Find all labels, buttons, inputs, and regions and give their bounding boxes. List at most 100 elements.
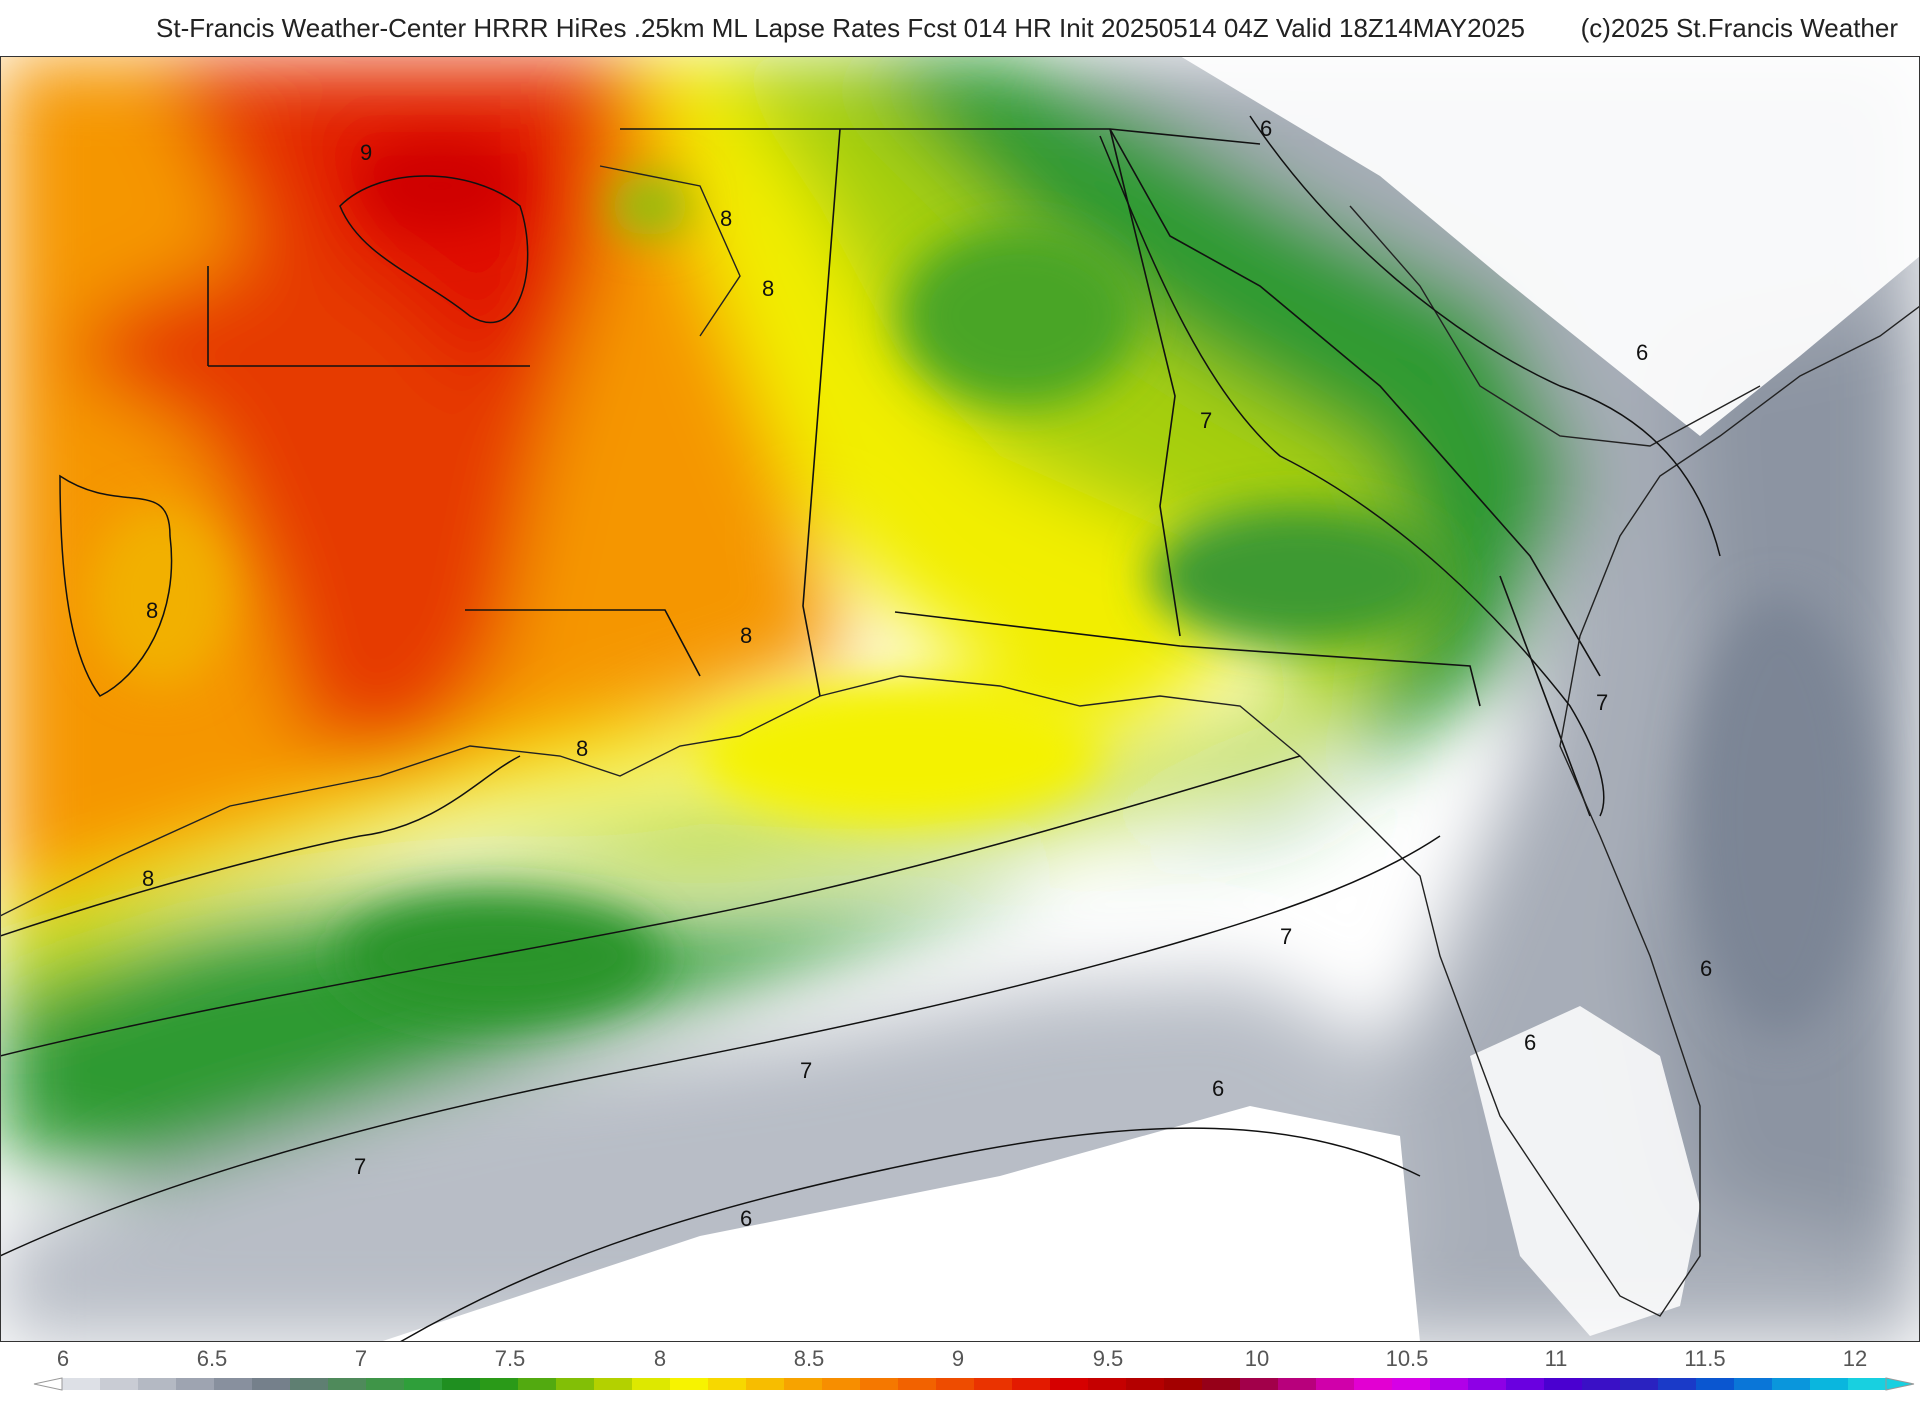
colorbar-swatch xyxy=(518,1378,557,1390)
carolina-region xyxy=(1180,56,1920,436)
colorbar-swatch xyxy=(1354,1378,1393,1390)
colorbar-swatch xyxy=(138,1378,177,1390)
contour-label: 7 xyxy=(1280,924,1292,949)
colorbar-swatch xyxy=(1012,1378,1051,1390)
colorbar-swatch xyxy=(1430,1378,1469,1390)
colorbar-swatch xyxy=(1658,1378,1697,1390)
colorbar-swatch xyxy=(1506,1378,1545,1390)
weather-map: 9 8 8 8 8 8 8 8 7 7 7 7 7 6 6 6 6 6 6 xyxy=(0,56,1920,1343)
map-title: St-Francis Weather-Center HRRR HiRes .25… xyxy=(156,12,1525,43)
contour-label: 7 xyxy=(1200,408,1212,433)
colorbar-swatch xyxy=(974,1378,1013,1390)
contour-7-gulf-upper xyxy=(0,755,1301,1057)
colorbar-swatch xyxy=(898,1378,937,1390)
colorbar-swatch xyxy=(784,1378,823,1390)
colorbar-swatch xyxy=(1278,1378,1317,1390)
colorbar-tick: 9.5 xyxy=(1092,1346,1124,1371)
contour-label-group: 9 8 8 8 8 8 8 8 7 7 7 7 7 6 6 6 6 6 6 xyxy=(142,116,1712,1231)
contour-label: 8 xyxy=(762,276,774,301)
colorbar-tick: 11.5 xyxy=(1684,1346,1726,1371)
colorbar-swatch xyxy=(860,1378,899,1390)
colorbar-tick: 7.5 xyxy=(494,1346,526,1371)
ms-al-border xyxy=(802,128,841,697)
colorbar-swatch xyxy=(1544,1378,1583,1390)
colorbar-tick: 11 xyxy=(1544,1346,1568,1371)
colorbar-swatch xyxy=(404,1378,443,1390)
colorbar xyxy=(0,1342,1920,1400)
gulf-white-region xyxy=(380,1106,1420,1342)
carolina-rivers xyxy=(1349,205,1761,447)
colorbar-swatch xyxy=(594,1378,633,1390)
colorbar-swatch xyxy=(1088,1378,1127,1390)
colorbar-swatch xyxy=(822,1378,861,1390)
colorbar-swatches xyxy=(62,1378,1887,1390)
contour-label: 8 xyxy=(576,736,588,761)
contour-7-gulf xyxy=(0,835,1441,1257)
colorbar-swatch xyxy=(214,1378,253,1390)
colorbar-swatch xyxy=(746,1378,785,1390)
colorbar-swatch xyxy=(1468,1378,1507,1390)
contour-label: 7 xyxy=(1596,690,1608,715)
colorbar-swatch xyxy=(1810,1378,1849,1390)
contour-label: 6 xyxy=(1700,956,1712,981)
colorbar-swatch xyxy=(1734,1378,1773,1390)
contour-label: 6 xyxy=(1524,1030,1536,1055)
colorbar-svg xyxy=(33,1377,1915,1391)
colorbar-swatch xyxy=(252,1378,291,1390)
contour-7-east xyxy=(1099,135,1605,817)
copyright-text: (c)2025 St.Francis Weather xyxy=(1580,12,1898,43)
contour-label: 6 xyxy=(1260,116,1272,141)
gulf-atlantic-coast xyxy=(0,305,1920,1317)
contour-label: 9 xyxy=(360,140,372,165)
contour-label: 6 xyxy=(1636,340,1648,365)
contour-8-south xyxy=(0,755,521,937)
ms-river xyxy=(599,165,741,337)
colorbar-swatch xyxy=(366,1378,405,1390)
colorbar-swatch xyxy=(480,1378,519,1390)
contour-label: 7 xyxy=(800,1058,812,1083)
colorbar-tick: 6 xyxy=(56,1346,70,1371)
state-borders xyxy=(207,128,1601,817)
colorbar-swatch xyxy=(632,1378,671,1390)
colorbar-tick: 10.5 xyxy=(1385,1346,1429,1371)
colorbar-tick: 8.5 xyxy=(793,1346,825,1371)
map-title-bar: St-Francis Weather-Center HRRR HiRes .25… xyxy=(0,0,1920,56)
contour-8-west xyxy=(59,474,173,697)
colorbar-tick: 10 xyxy=(1244,1346,1270,1371)
contour-label: 7 xyxy=(354,1154,366,1179)
colorbar-swatch xyxy=(1164,1378,1203,1390)
colorbar-tick: 8 xyxy=(653,1346,667,1371)
contour-lines xyxy=(0,115,1721,1343)
contour-label: 8 xyxy=(720,206,732,231)
colorbar-swatch xyxy=(176,1378,215,1390)
ga-coast xyxy=(1499,575,1591,817)
colorbar-swatch xyxy=(442,1378,481,1390)
contour-6-east xyxy=(1249,115,1721,557)
colorbar-swatch xyxy=(1696,1378,1735,1390)
colorbar-swatch xyxy=(100,1378,139,1390)
green-field xyxy=(0,56,1580,1176)
fl-border xyxy=(894,611,1481,707)
map-canvas: 9 8 8 8 8 8 8 8 7 7 7 7 7 6 6 6 6 6 6 xyxy=(0,56,1920,1343)
colorbar-swatch xyxy=(936,1378,975,1390)
colorbar-swatch xyxy=(328,1378,367,1390)
coastlines xyxy=(0,165,1920,1317)
colorbar-swatch xyxy=(1620,1378,1659,1390)
colorbar-swatch xyxy=(1126,1378,1165,1390)
colorbar-swatch xyxy=(708,1378,747,1390)
colorbar-swatch xyxy=(670,1378,709,1390)
colorbar-tick: 6.5 xyxy=(196,1346,228,1371)
contour-label: 6 xyxy=(740,1206,752,1231)
colorbar-swatch xyxy=(1202,1378,1241,1390)
colorbar-swatch xyxy=(556,1378,595,1390)
colorbar-swatch xyxy=(1050,1378,1089,1390)
contour-label: 8 xyxy=(142,866,154,891)
triangle-right-icon xyxy=(1885,1377,1915,1391)
colorbar-swatch xyxy=(1392,1378,1431,1390)
contour-label: 8 xyxy=(146,598,158,623)
contour-9 xyxy=(339,175,529,324)
contour-label: 6 xyxy=(1212,1076,1224,1101)
colorbar-tick: 7 xyxy=(354,1346,368,1371)
colorbar-swatch xyxy=(1848,1378,1887,1390)
colorbar-tick: 9 xyxy=(951,1346,965,1371)
